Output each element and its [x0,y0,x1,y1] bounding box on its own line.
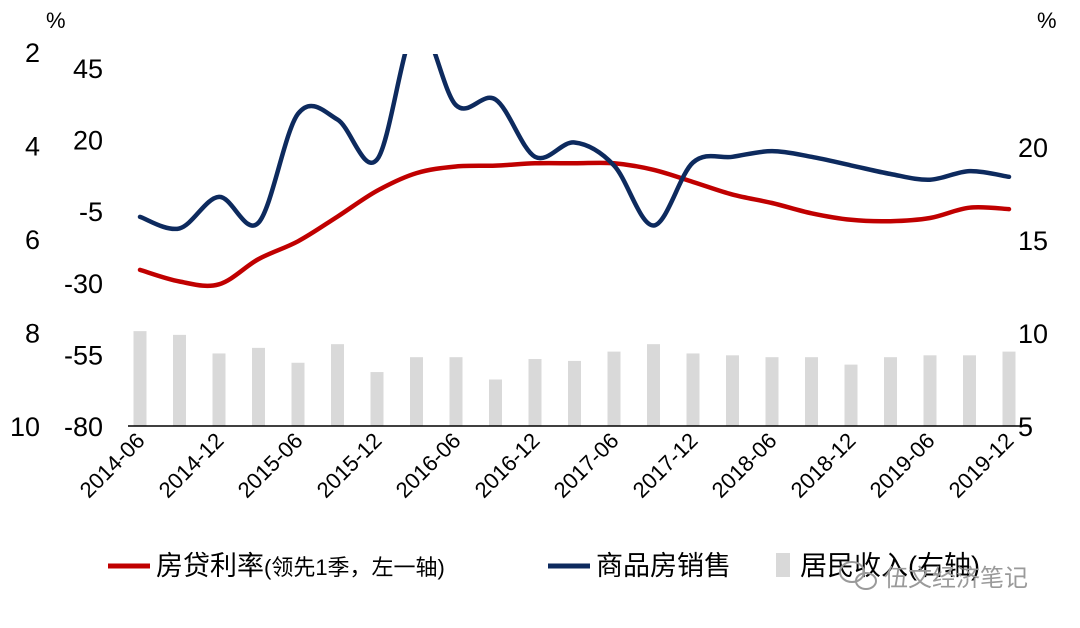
legend-note-mortgage-rate: (领先1季，左一轴) [264,555,445,580]
left-outer-tick-label: 2 [25,38,40,68]
x-tick-label: 2017-06 [549,428,624,503]
left-outer-tick-label: 10 [10,412,40,442]
right-axis-unit: % [1037,8,1057,33]
x-tick-label: 2018-06 [707,428,782,503]
left-inner-tick-label: 20 [73,126,103,156]
income-bar [765,357,779,426]
income-bar [607,351,621,426]
income-bar [686,353,700,426]
x-tick-label: 2016-06 [391,428,466,503]
income-bar [410,357,423,426]
income-bar [963,355,976,426]
watermark-text: 伍文经济笔记 [884,565,1028,592]
watermark: 伍文经济笔记 [839,561,1028,592]
x-tick-label: 2018-12 [786,428,861,503]
income-bar [568,360,581,426]
svg-text:居民收入(右轴): 居民收入(右轴) [800,551,980,581]
legend-item-income: 居民收入(右轴) [776,551,980,581]
income-bar [489,379,502,426]
income-bar [1002,351,1016,426]
x-tick-label: 2015-12 [312,428,387,503]
left-inner-tick-label: 45 [73,54,103,84]
income-bars [133,331,1016,426]
income-bar [805,357,818,426]
left-inner-tick-label: -30 [64,269,103,299]
legend-item-mortgage-rate: 房贷利率(领先1季，左一轴) [108,551,445,581]
legend-note-income: (右轴) [908,551,980,581]
income-bar [647,344,660,426]
x-axis-ticks: 2014-06 2014-12 2015-06 2015-12 2016-06 2016-… [75,428,1019,503]
right-axis-ticks: 20 15 10 5 [1018,133,1048,442]
legend-swatch-income [776,553,790,577]
left-inner-axis-ticks: 45 20 -5 -30 -55 -80 [64,54,103,442]
right-tick-label: 15 [1018,226,1048,256]
left-outer-tick-label: 6 [25,225,40,255]
x-tick-label: 2016-12 [470,428,545,503]
income-bar [844,364,858,426]
series-lines [137,54,1012,289]
legend-item-housing-sales: 商品房销售 [548,551,731,581]
x-tick-label: 2019-06 [865,428,940,503]
right-tick-label: 5 [1018,412,1033,442]
left-outer-tick-label: 4 [25,132,40,162]
housing-sales-line [137,54,1012,232]
right-tick-label: 10 [1018,319,1048,349]
income-bar [133,331,147,426]
right-tick-label: 20 [1018,133,1048,163]
income-bar [173,334,186,426]
mortgage-rate-line [137,160,1012,289]
income-bar [884,357,897,426]
left-outer-tick-label: 8 [25,319,40,349]
income-bar [252,347,265,426]
wechat-icon [839,561,877,590]
income-bar [370,372,384,426]
left-axis-unit: % [46,8,66,33]
income-bar [923,355,937,426]
income-bar [331,344,344,426]
income-bar [726,355,739,426]
left-inner-tick-label: -55 [64,340,103,370]
x-tick-label: 2014-12 [154,428,229,503]
legend-label-income: 居民收入 [800,551,908,581]
left-inner-tick-label: -80 [64,412,103,442]
x-tick-label: 2019-12 [944,428,1019,503]
income-bar [528,359,542,426]
legend: 房贷利率(领先1季，左一轴) 商品房销售 居民收入(右轴) [108,551,980,581]
left-inner-tick-label: -5 [79,197,103,227]
income-bar [291,362,305,426]
left-outer-axis-ticks: 2 4 6 8 10 [10,38,40,442]
income-bar [449,357,463,426]
legend-label-housing-sales: 商品房销售 [596,551,731,581]
income-bar [212,353,226,426]
x-tick-label: 2015-06 [233,428,308,503]
svg-text:房贷利率(领先1季，左一轴): 房贷利率(领先1季，左一轴) [156,551,445,581]
legend-label-mortgage-rate: 房贷利率 [156,551,264,581]
x-tick-label: 2017-12 [628,428,703,503]
